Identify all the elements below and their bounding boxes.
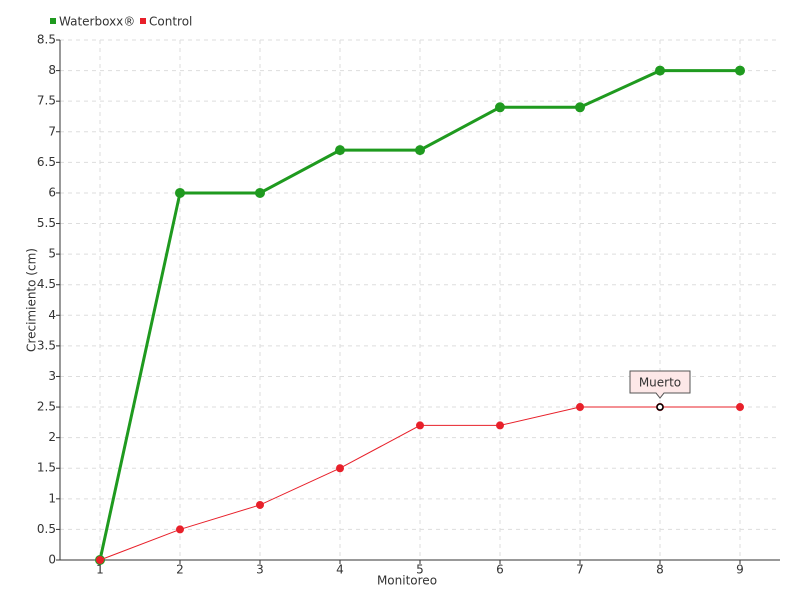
data-point [736, 403, 744, 412]
y-tick-label: 2 [48, 430, 56, 444]
legend-label: Control [149, 15, 192, 29]
y-tick-label: 8.5 [37, 33, 56, 47]
y-tick-label: 0 [48, 553, 56, 567]
y-tick-label: 3 [48, 369, 56, 383]
x-tick-label: 7 [576, 563, 584, 577]
data-point [495, 102, 505, 113]
data-point [496, 421, 504, 430]
x-tick-label: 8 [656, 563, 664, 577]
annotation-box [629, 370, 691, 399]
legend-swatch [140, 18, 146, 24]
legend-label: Waterboxx® [59, 15, 135, 29]
x-tick-label: 2 [176, 563, 184, 577]
y-tick-label: 0.5 [37, 522, 56, 536]
y-tick-label: 1.5 [37, 461, 56, 475]
data-point [416, 421, 424, 430]
y-tick-label: 5 [48, 247, 56, 261]
y-tick-label: 1 [48, 491, 56, 505]
x-tick-label: 4 [336, 563, 344, 577]
data-point [655, 65, 665, 76]
y-tick-label: 7 [48, 124, 56, 138]
data-point [576, 403, 584, 412]
y-axis-label: Crecimiento (cm) [25, 248, 39, 352]
y-tick-label: 8 [48, 63, 56, 77]
data-point [735, 65, 745, 76]
data-point [256, 500, 264, 509]
x-axis-label: Monitoreo [377, 574, 437, 588]
x-tick-label: 1 [96, 563, 104, 577]
data-point [175, 187, 185, 198]
data-point [336, 464, 344, 473]
y-tick-label: 6 [48, 185, 56, 199]
annotation-point [656, 403, 664, 411]
y-tick-label: 4 [48, 308, 56, 322]
x-tick-label: 6 [496, 563, 504, 577]
data-point [255, 187, 265, 198]
y-tick-label: 7.5 [37, 94, 56, 108]
y-tick-label: 4.5 [37, 277, 56, 291]
y-tick-label: 3.5 [37, 338, 56, 352]
data-point [176, 525, 184, 534]
legend-swatch [50, 18, 56, 24]
y-tick-label: 6.5 [37, 155, 56, 169]
annotation-label: Muerto [639, 376, 681, 390]
data-point [335, 145, 345, 156]
x-tick-label: 9 [736, 563, 744, 577]
data-point [96, 556, 104, 564]
y-tick-label: 5.5 [37, 216, 56, 230]
x-tick-label: 3 [256, 563, 264, 577]
y-tick-label: 2.5 [37, 400, 56, 414]
data-point [575, 102, 585, 113]
data-point [415, 145, 425, 156]
x-tick-label: 5 [416, 563, 424, 577]
